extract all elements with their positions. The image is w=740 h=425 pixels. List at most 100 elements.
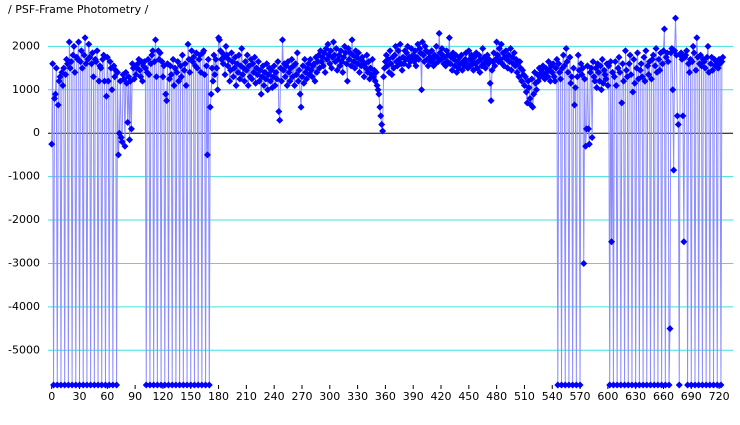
data-point <box>488 66 496 74</box>
data-point <box>424 62 432 70</box>
data-point <box>507 66 515 74</box>
data-point <box>177 73 185 81</box>
data-point <box>635 381 643 389</box>
data-point <box>394 47 402 55</box>
data-point <box>638 73 646 81</box>
data-point <box>221 71 229 79</box>
data-point <box>212 55 220 63</box>
data-point <box>215 36 223 44</box>
data-point <box>105 381 113 389</box>
data-point <box>558 381 566 389</box>
data-point <box>249 60 257 68</box>
data-point <box>376 103 384 111</box>
data-point <box>101 77 109 85</box>
data-point <box>173 68 181 76</box>
data-point <box>54 101 62 109</box>
data-point <box>673 112 681 120</box>
data-point <box>368 55 376 63</box>
x-tick-label: 210 <box>236 390 257 403</box>
data-point <box>566 53 574 61</box>
data-point <box>639 381 647 389</box>
data-point <box>675 381 683 389</box>
data-point <box>106 58 114 66</box>
data-point <box>241 77 249 85</box>
data-point <box>205 381 213 389</box>
data-point <box>685 68 693 76</box>
data-point <box>606 381 614 389</box>
data-point <box>655 55 663 63</box>
x-tick-label: 90 <box>128 390 142 403</box>
data-point <box>567 79 575 87</box>
data-point <box>136 66 144 74</box>
data-point <box>242 66 250 74</box>
data-point <box>576 381 584 389</box>
data-point <box>476 68 484 76</box>
data-point <box>149 47 157 55</box>
data-point <box>66 64 74 72</box>
data-point <box>351 64 359 72</box>
data-point <box>560 62 568 70</box>
data-point <box>625 60 633 68</box>
data-point <box>666 325 674 333</box>
data-point <box>121 142 129 150</box>
data-point <box>168 381 176 389</box>
data-point <box>650 381 658 389</box>
data-point <box>530 90 538 98</box>
data-point <box>525 84 533 92</box>
x-tick-label: 120 <box>152 390 173 403</box>
data-point <box>187 381 195 389</box>
data-point <box>597 86 605 94</box>
data-point <box>663 49 671 57</box>
data-point <box>706 381 714 389</box>
data-point <box>238 45 246 53</box>
data-point <box>702 381 710 389</box>
data-point <box>629 88 637 96</box>
x-tick-label: 270 <box>291 390 312 403</box>
data-point <box>649 51 657 59</box>
data-point <box>244 81 252 89</box>
data-point <box>300 79 308 87</box>
y-tick-label: -2000 <box>8 213 40 226</box>
data-point <box>64 381 72 389</box>
data-point <box>150 381 158 389</box>
data-point <box>76 58 84 66</box>
data-point <box>690 49 698 57</box>
data-point <box>198 381 206 389</box>
data-point <box>626 51 634 59</box>
data-point <box>641 77 649 85</box>
data-point <box>418 38 426 46</box>
data-point <box>672 14 680 22</box>
data-point <box>213 64 221 72</box>
data-point <box>652 45 660 53</box>
data-point <box>572 381 580 389</box>
data-point <box>613 381 621 389</box>
data-point <box>276 116 284 124</box>
data-point <box>176 381 184 389</box>
data-point <box>568 73 576 81</box>
data-point <box>183 381 191 389</box>
data-point <box>482 64 490 72</box>
data-point <box>228 49 236 57</box>
data-point <box>202 381 210 389</box>
x-tick-label: 300 <box>319 390 340 403</box>
data-point <box>178 51 186 59</box>
data-point <box>296 90 304 98</box>
data-point <box>203 151 211 159</box>
data-point <box>557 75 565 83</box>
data-point <box>243 51 251 59</box>
data-point <box>101 381 109 389</box>
data-point <box>230 64 238 72</box>
data-point <box>479 45 487 53</box>
data-point <box>291 81 299 89</box>
data-point <box>396 40 404 48</box>
data-point <box>172 381 180 389</box>
data-point <box>281 73 289 81</box>
data-point <box>190 381 198 389</box>
data-point <box>126 136 134 144</box>
data-point <box>549 60 557 68</box>
data-point <box>692 66 700 74</box>
data-point <box>219 60 227 68</box>
data-point <box>432 42 440 50</box>
data-point <box>78 64 86 72</box>
y-tick-label: -5000 <box>8 343 40 356</box>
